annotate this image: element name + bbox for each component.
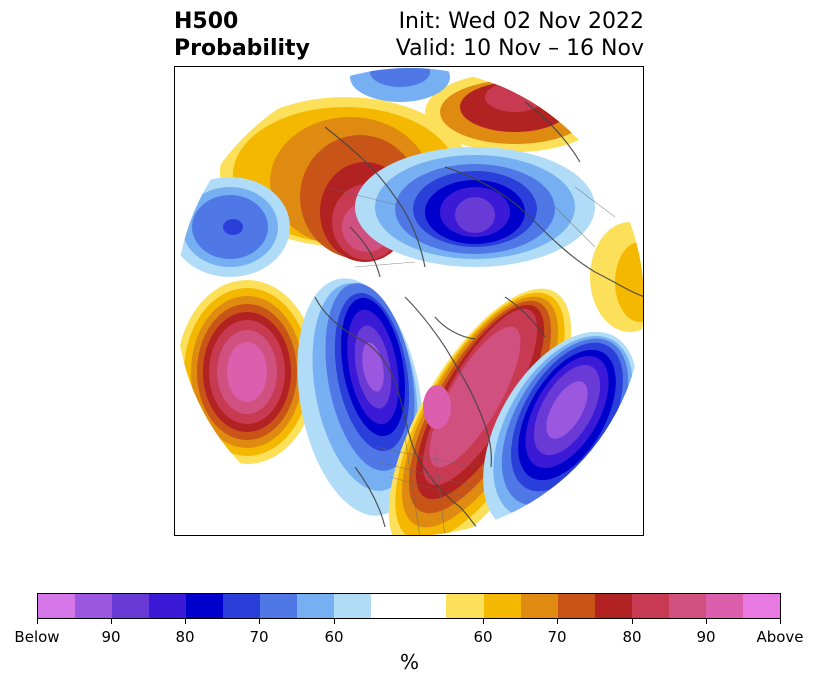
chart-title: H500 Probability (174, 8, 310, 62)
map-panel (174, 66, 644, 536)
colorbar-cell (668, 594, 706, 618)
colorbar-tick-label: 60 (324, 628, 344, 646)
colorbar-tick-mark (706, 619, 707, 624)
colorbar-cell (297, 594, 335, 618)
coastlines (314, 101, 643, 535)
colorbar-cell (520, 594, 558, 618)
colorbar-cell (223, 594, 261, 618)
colorbar-cell (408, 594, 446, 618)
colorbar-tick-mark (557, 619, 558, 624)
anomaly-central-siberia-below (355, 147, 595, 267)
anomaly-europe-above (425, 72, 605, 152)
anomaly-western-north-america-below (297, 278, 423, 516)
colorbar-tick-label: 90 (101, 628, 121, 646)
colorbar-tick-mark (111, 619, 112, 624)
colorbar-tick-mark (632, 619, 633, 624)
colorbar-cell (334, 594, 372, 618)
init-date: Init: Wed 02 Nov 2022 (398, 9, 644, 34)
colorbar-cell (483, 594, 521, 618)
colorbar-tick-label: Below (14, 628, 60, 646)
colorbar-tick-mark (780, 619, 781, 624)
colorbar-cell (112, 594, 150, 618)
colorbar-cell (186, 594, 224, 618)
anomaly-middle-east-above (590, 222, 643, 332)
colorbar-tick-mark (334, 619, 335, 624)
colorbar-cell (149, 594, 187, 618)
colorbar-tick-label: 70 (547, 628, 567, 646)
colorbar-unit-label: % (399, 650, 419, 674)
colorbar-tick-mark (185, 619, 186, 624)
colorbar-cell (38, 594, 76, 618)
colorbar-cell (445, 594, 484, 618)
colorbar-cell (557, 594, 595, 618)
colorbar-tick-label: 60 (473, 628, 493, 646)
colorbar-tick-mark (37, 619, 38, 624)
variable-label: H500 (174, 9, 239, 34)
colorbar-cell (371, 594, 409, 618)
colorbar-tick-label: 70 (249, 628, 269, 646)
valid-range: Valid: 10 Nov – 16 Nov (395, 36, 644, 61)
colorbar-cell (631, 594, 669, 618)
colorbar-tick-label: 80 (622, 628, 642, 646)
hemisphere-map (176, 68, 643, 535)
colorbar-cell (594, 594, 632, 618)
colorbar-cell (742, 594, 780, 618)
colorbar-tick-mark (483, 619, 484, 624)
anomaly-north-pacific-above (177, 280, 317, 464)
colorbar-tick-mark (259, 619, 260, 624)
colorbar-cell (705, 594, 743, 618)
colorbar-cell (75, 594, 113, 618)
colorbar-cell (260, 594, 298, 618)
colorbar-tick-label: Above (756, 628, 804, 646)
colorbar (37, 593, 781, 619)
date-info: Init: Wed 02 Nov 2022 Valid: 10 Nov – 16… (396, 8, 644, 62)
colorbar-tick-label: 90 (696, 628, 716, 646)
colorbar-tick-label: 80 (175, 628, 195, 646)
product-label: Probability (174, 36, 310, 61)
anomaly-aleutian-below (176, 177, 290, 277)
political-borders (324, 156, 626, 535)
anomaly-central-asia-below (350, 68, 450, 102)
